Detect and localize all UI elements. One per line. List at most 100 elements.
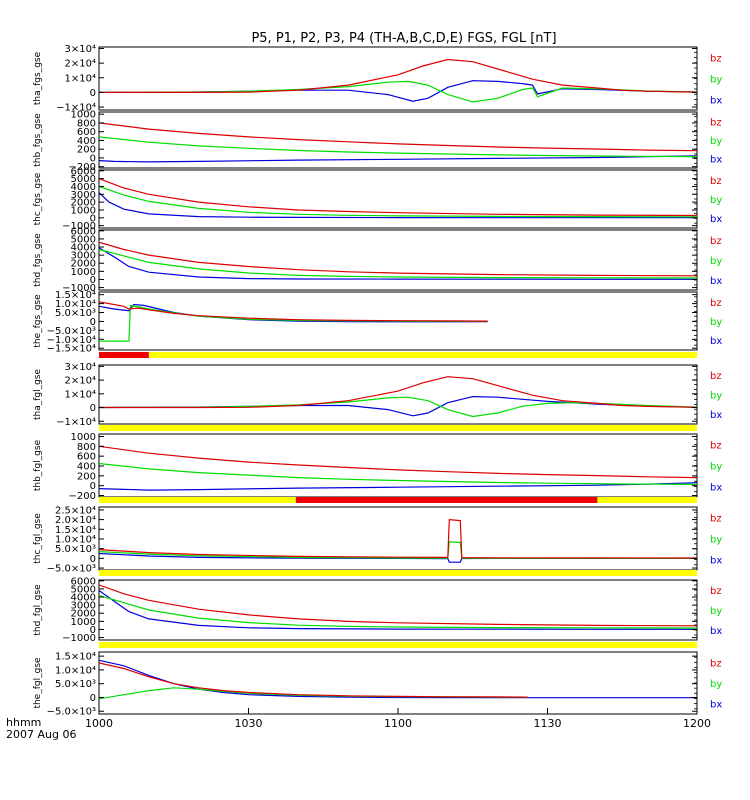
legend-bx: bx bbox=[710, 154, 722, 165]
y-axis-label: thb_fgs_gse bbox=[33, 113, 43, 167]
y-tick-label: 1×10⁴ bbox=[65, 389, 96, 400]
legend-bz: bz bbox=[710, 441, 722, 452]
legend-bz: bz bbox=[710, 176, 722, 187]
y-tick-label: 0 bbox=[90, 403, 96, 414]
panel-the_fgs_gse: 1.5×10⁴1.0×10⁴5.0×10³0−5.0×10³−1.0×10⁴−1… bbox=[33, 290, 722, 355]
y-tick-label: 800 bbox=[77, 442, 96, 453]
series-line-by bbox=[99, 248, 697, 279]
series-line-bx bbox=[99, 395, 697, 417]
legend-bz: bz bbox=[710, 586, 722, 597]
y-tick-label: −1000 bbox=[62, 283, 96, 294]
series-group bbox=[99, 241, 697, 280]
y-tick-label: 600 bbox=[77, 452, 96, 463]
series-line-bx bbox=[99, 155, 697, 163]
y-tick-label: 6000 bbox=[71, 226, 96, 237]
y-tick-label: −200 bbox=[69, 162, 96, 173]
y-axis-label: thd_fgl_gse bbox=[33, 584, 43, 636]
y-tick-label: −1×10⁴ bbox=[56, 103, 96, 114]
flag-bar-yellow bbox=[99, 425, 697, 431]
y-tick-label: 4000 bbox=[71, 593, 96, 604]
legend-bx: bx bbox=[710, 410, 722, 421]
y-axis-label: the_fgl_gse bbox=[33, 657, 43, 709]
series-line-bz bbox=[99, 445, 697, 479]
series-group bbox=[99, 122, 697, 163]
figure-title: P5, P1, P2, P3, P4 (TH-A,B,C,D,E) FGS, F… bbox=[251, 31, 556, 46]
legend-bx: bx bbox=[710, 699, 722, 710]
y-tick-label: −200 bbox=[69, 491, 96, 502]
y-tick-label: 0 bbox=[90, 554, 96, 565]
y-tick-label: −1000 bbox=[62, 633, 96, 644]
legend-by: by bbox=[710, 75, 722, 86]
panel-frame bbox=[98, 579, 698, 641]
y-tick-label: 3×10⁴ bbox=[65, 362, 96, 373]
legend-bz: bz bbox=[710, 236, 722, 247]
legend-bx: bx bbox=[710, 276, 722, 287]
y-tick-label: 0 bbox=[90, 317, 96, 328]
series-line-bz bbox=[99, 662, 528, 698]
y-tick-label: 1.0×10⁴ bbox=[55, 534, 96, 545]
y-tick-label: 3×10⁴ bbox=[65, 44, 96, 55]
y-tick-label: 1000 bbox=[71, 110, 96, 121]
legend-bx: bx bbox=[710, 555, 722, 566]
y-tick-label: 2.0×10⁴ bbox=[55, 515, 96, 526]
time-axis: 1000 1030 1100 1130 1200 bbox=[85, 708, 711, 730]
y-axis-label: tha_fgl_gse bbox=[33, 369, 43, 421]
y-tick-label: −5.0×10³ bbox=[47, 326, 96, 337]
flag-bar bbox=[99, 497, 697, 503]
y-axis-label: thd_fgs_gse bbox=[33, 233, 43, 287]
series-line-bz bbox=[99, 58, 697, 94]
y-tick-label: 5000 bbox=[71, 584, 96, 595]
legend-bx: bx bbox=[710, 336, 722, 347]
legend-by: by bbox=[710, 535, 722, 546]
legend-by: by bbox=[710, 136, 722, 147]
y-tick-label: 5000 bbox=[71, 174, 96, 185]
y-tick-label: −5.0×10³ bbox=[47, 707, 96, 718]
series-group bbox=[99, 518, 697, 563]
y-tick-label: 6000 bbox=[71, 576, 96, 587]
series-group bbox=[99, 178, 697, 219]
flag-bar-yellow bbox=[99, 642, 697, 648]
series-line-bx bbox=[99, 80, 697, 102]
flag-bar-yellow bbox=[99, 570, 697, 576]
y-tick-label: 1000 bbox=[71, 617, 96, 628]
panel-frame bbox=[98, 46, 698, 111]
legend-bz: bz bbox=[710, 54, 722, 65]
series-line-by bbox=[99, 541, 697, 559]
x-tick-label: 1030 bbox=[235, 717, 263, 730]
y-tick-label: −1.0×10⁴ bbox=[47, 335, 96, 346]
date-label: 2007 Aug 06 bbox=[6, 728, 76, 741]
flag-bar-yellow bbox=[148, 352, 698, 358]
legend-by: by bbox=[710, 462, 722, 473]
series-line-by bbox=[99, 80, 697, 103]
panel-frame bbox=[98, 169, 698, 229]
panel-frame bbox=[98, 506, 698, 571]
series-line-by bbox=[99, 136, 697, 158]
panel-frame bbox=[98, 651, 698, 715]
series-group bbox=[99, 376, 697, 418]
flag-bar bbox=[99, 570, 697, 576]
series-group bbox=[99, 584, 697, 630]
y-tick-label: 0 bbox=[90, 153, 96, 164]
y-tick-label: 5.0×10³ bbox=[55, 308, 96, 319]
y-tick-label: 0 bbox=[90, 625, 96, 636]
y-tick-label: −1.5×10⁴ bbox=[47, 344, 96, 355]
legend-bz: bz bbox=[710, 659, 722, 670]
legend-by: by bbox=[710, 679, 722, 690]
y-tick-label: 2000 bbox=[71, 198, 96, 209]
series-group bbox=[99, 659, 697, 700]
legend-bz: bz bbox=[710, 118, 722, 129]
y-tick-label: 2×10⁴ bbox=[65, 59, 96, 70]
y-tick-label: 1.0×10⁴ bbox=[55, 299, 96, 310]
legend-bz: bz bbox=[710, 514, 722, 525]
series-line-bx bbox=[99, 247, 697, 280]
series-line-bx bbox=[99, 659, 697, 699]
legend-bx: bx bbox=[710, 626, 722, 637]
y-tick-label: 3000 bbox=[71, 190, 96, 201]
series-group bbox=[99, 58, 697, 103]
y-tick-label: 6000 bbox=[71, 166, 96, 177]
y-tick-label: 1.5×10⁴ bbox=[55, 652, 96, 663]
